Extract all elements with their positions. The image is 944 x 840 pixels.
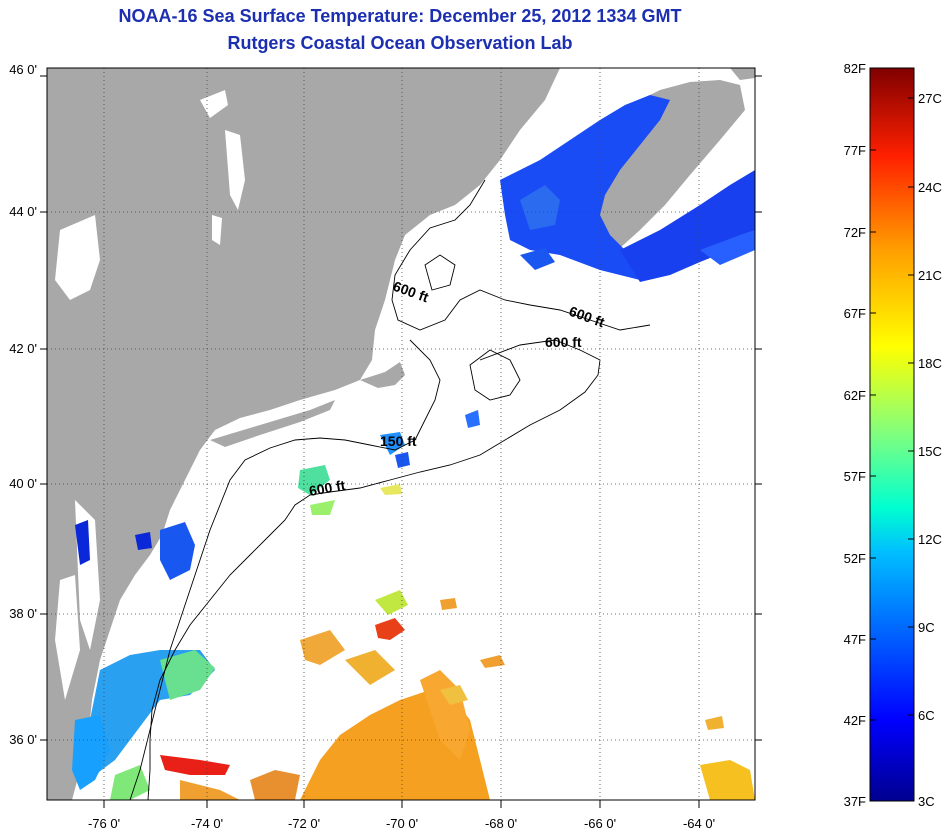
lat-label-46: 46 0' xyxy=(9,62,37,77)
lat-label-36: 36 0' xyxy=(9,732,37,747)
colorbar-label-12c: 12C xyxy=(918,532,942,547)
contour-600ft xyxy=(391,179,651,331)
lon-labels: -76 0' -74 0' -72 0' -70 0' -68 0' -66 0… xyxy=(88,816,715,831)
lon-label-70: -70 0' xyxy=(386,816,418,831)
bathymetry-contours xyxy=(129,179,651,800)
sst-patches xyxy=(72,95,755,800)
colorbar-label-42f: 42F xyxy=(844,713,866,728)
colorbar-label-27c: 27C xyxy=(918,91,942,106)
colorbar-label-72f: 72F xyxy=(844,225,866,240)
colorbar-label-47f: 47F xyxy=(844,632,866,647)
lon-label-72: -72 0' xyxy=(288,816,320,831)
colorbar-label-3c: 3C xyxy=(918,794,935,809)
colorbar-label-18c: 18C xyxy=(918,356,942,371)
contour-inner xyxy=(424,254,456,291)
lon-label-64: -64 0' xyxy=(683,816,715,831)
land-long-island xyxy=(210,400,335,447)
map-ticks xyxy=(40,75,762,808)
land-newfoundland xyxy=(730,68,755,80)
contour-label-600ft: 600 ft xyxy=(308,477,347,499)
colorbar-label-77f: 77F xyxy=(844,143,866,158)
colorbar-ticks xyxy=(870,97,914,721)
colorbar-label-82f: 82F xyxy=(844,61,866,76)
lat-labels: 46 0' 44 0' 42 0' 40 0' 38 0' 36 0' xyxy=(9,62,37,747)
colorbar-label-67f: 67F xyxy=(844,306,866,321)
lon-label-66: -66 0' xyxy=(584,816,616,831)
colorbar-f-labels: 82F 77F 72F 67F 62F 57F 52F 47F 42F 37F xyxy=(844,61,866,809)
colorbar-label-52f: 52F xyxy=(844,551,866,566)
colorbar-label-37f: 37F xyxy=(844,794,866,809)
colorbar-label-21c: 21C xyxy=(918,268,942,283)
colorbar-label-24c: 24C xyxy=(918,180,942,195)
land-mainland xyxy=(47,68,560,800)
map-title: NOAA-16 Sea Surface Temperature: Decembe… xyxy=(118,6,682,26)
contour-label-150ft: 150 ft xyxy=(380,433,417,449)
lon-label-68: -68 0' xyxy=(485,816,517,831)
land-cape-cod xyxy=(360,362,405,388)
colorbar-label-9c: 9C xyxy=(918,620,935,635)
lon-label-76: -76 0' xyxy=(88,816,120,831)
lat-label-42: 42 0' xyxy=(9,341,37,356)
map-frame xyxy=(46,67,756,801)
contour-150ft xyxy=(129,339,441,800)
colorbar-c-labels: 27C 24C 21C 18C 15C 12C 9C 6C 3C xyxy=(918,91,942,809)
lat-label-40: 40 0' xyxy=(9,476,37,491)
colorbar xyxy=(869,67,915,802)
lat-label-38: 38 0' xyxy=(9,606,37,621)
map-subtitle: Rutgers Coastal Ocean Observation Lab xyxy=(227,33,573,53)
lat-label-44: 44 0' xyxy=(9,204,37,219)
lon-label-74: -74 0' xyxy=(191,816,223,831)
contour-label-600ft: 600 ft xyxy=(545,334,582,350)
colorbar-label-6c: 6C xyxy=(918,708,935,723)
contour-georges-bank xyxy=(469,349,521,401)
colorbar-label-62f: 62F xyxy=(844,388,866,403)
colorbar-label-57f: 57F xyxy=(844,469,866,484)
colorbar-label-15c: 15C xyxy=(918,444,942,459)
contour-600ft-south xyxy=(147,339,601,800)
